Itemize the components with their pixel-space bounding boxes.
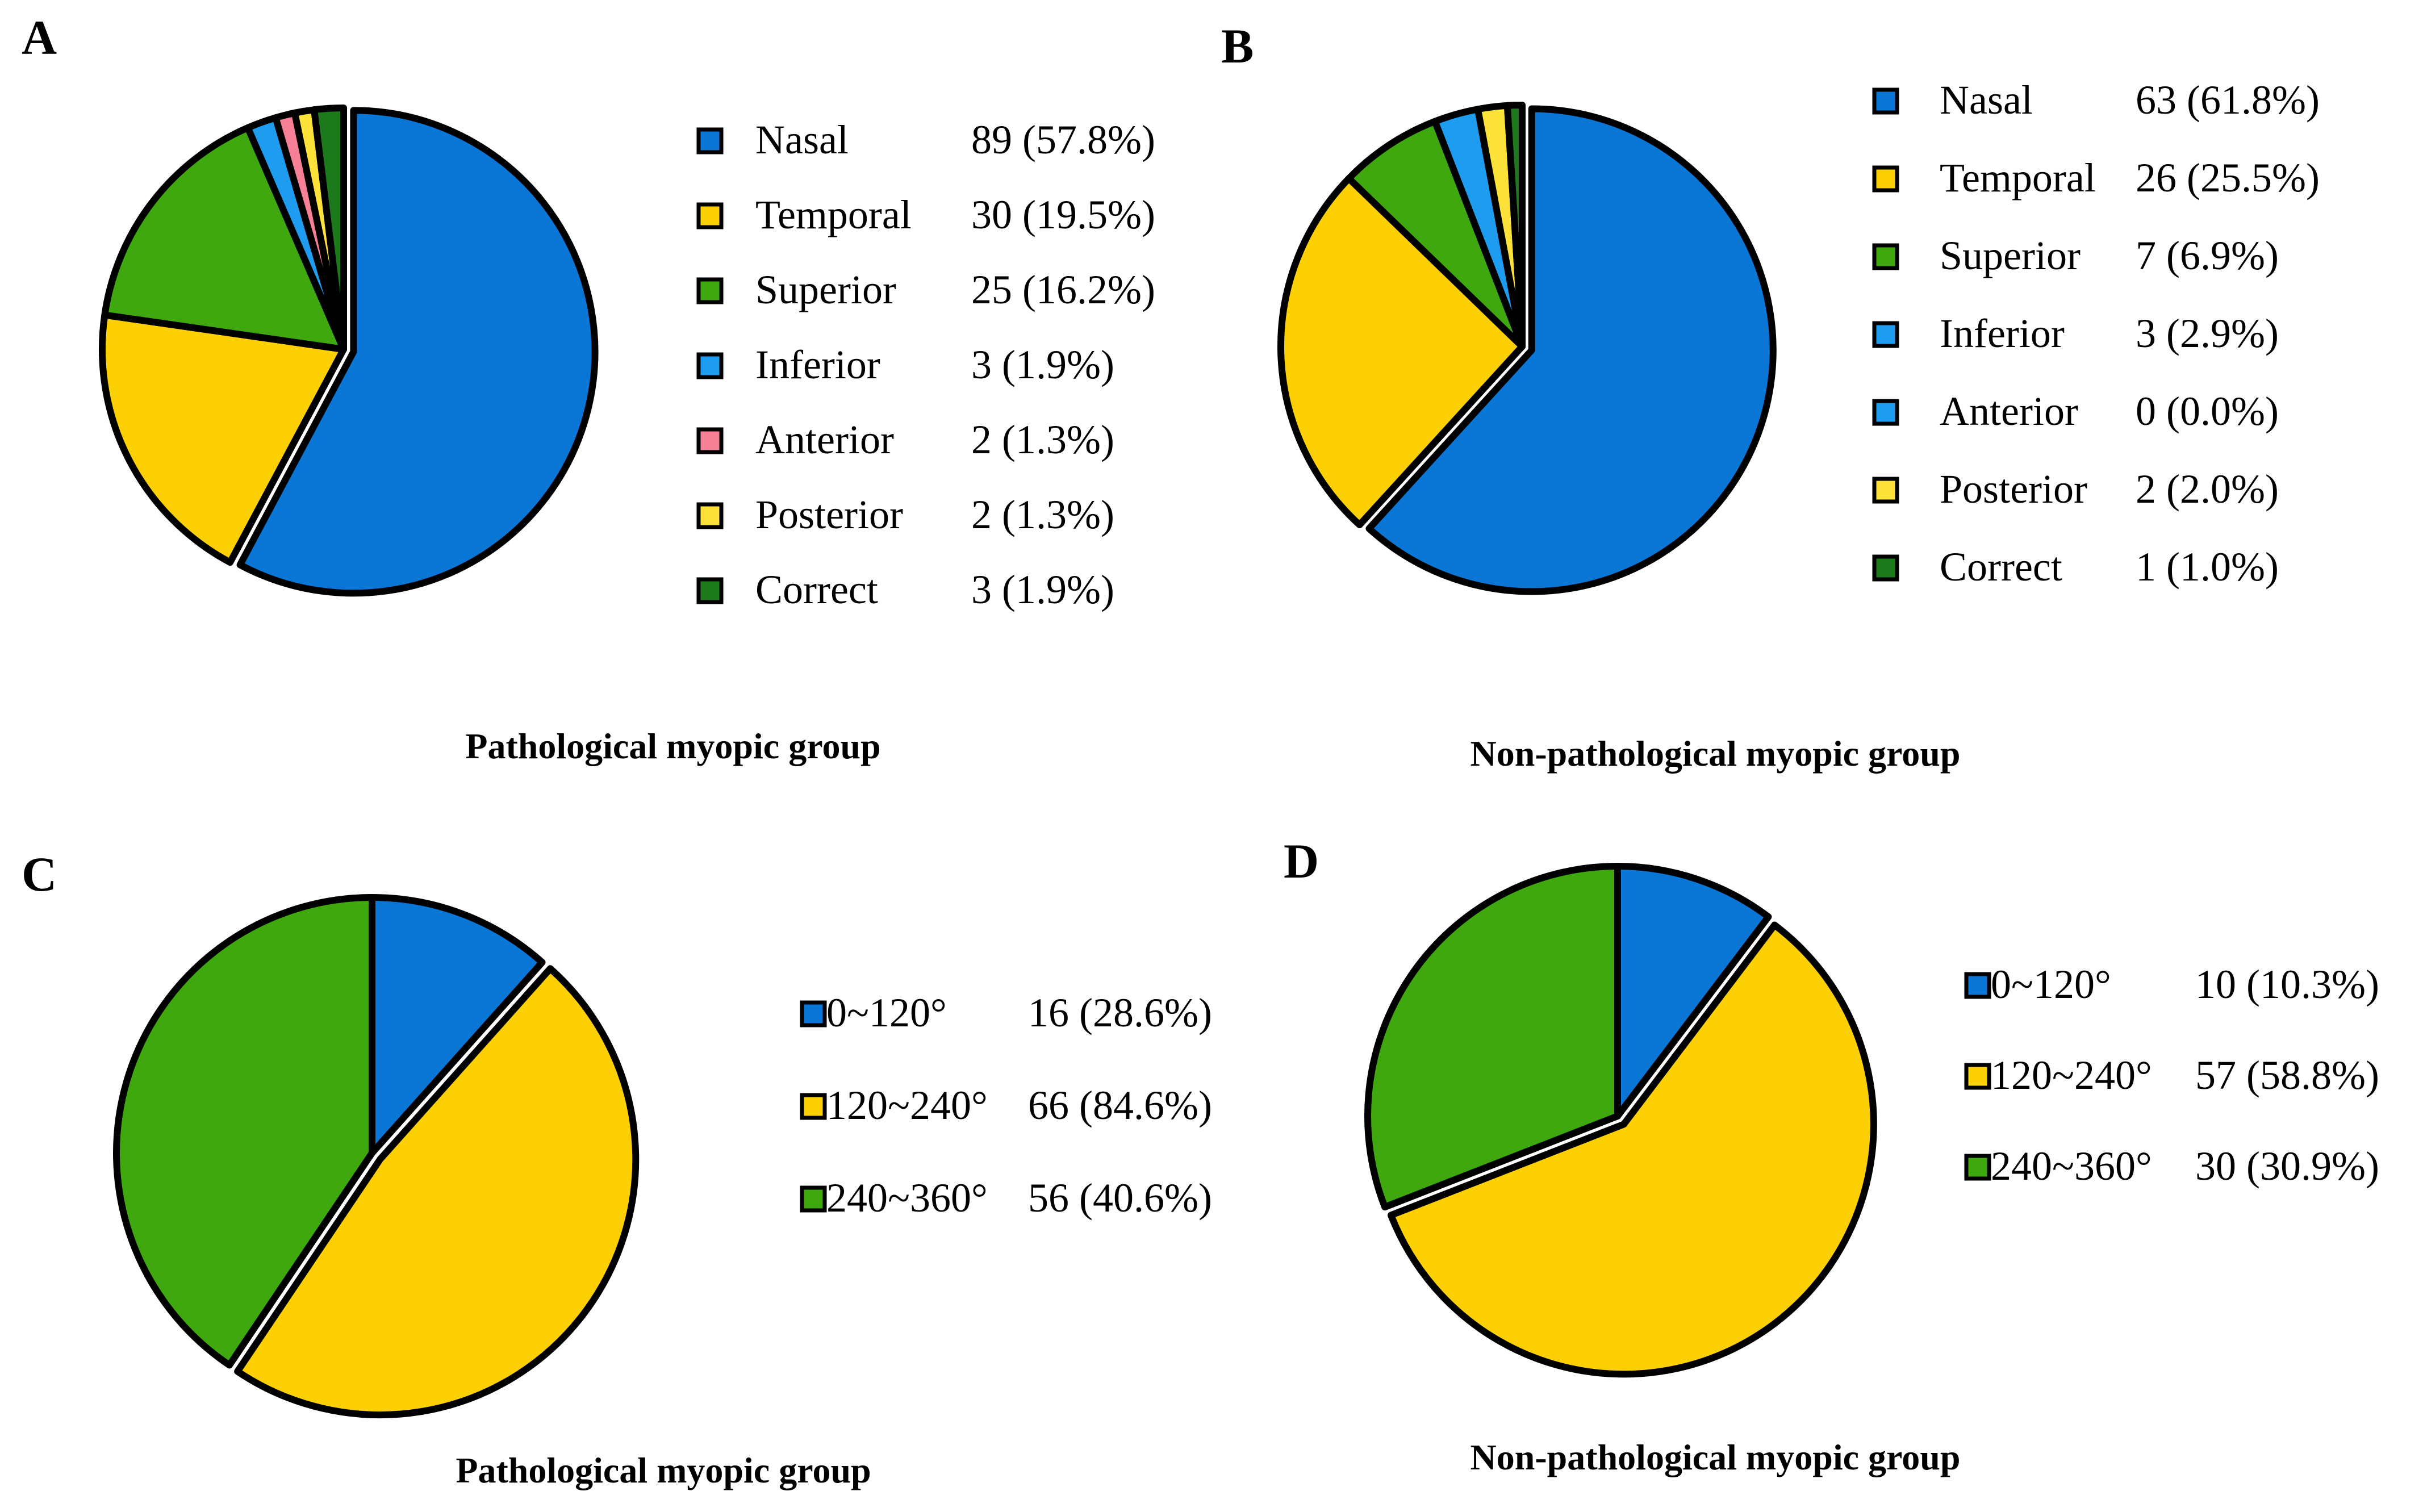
legend-swatch-240-360: [1964, 1154, 1991, 1181]
legend-label-inferior: Inferior: [755, 342, 880, 387]
legend-value-posterior: 2 (1.3%): [971, 492, 1114, 537]
legend-value-0-120: 16 (28.6%): [1028, 990, 1212, 1035]
legend-label-120-240: 120~240°: [1991, 1052, 2152, 1098]
legend-swatch-inferior: [696, 352, 724, 379]
legend-label-nasal: Nasal: [1940, 77, 2033, 123]
legend-value-temporal: 26 (25.5%): [2136, 155, 2320, 201]
legend-swatch-temporal: [1872, 165, 1899, 193]
legend-value-anterior: 2 (1.3%): [971, 417, 1114, 462]
legend-label-superior: Superior: [755, 267, 896, 312]
legend-label-nasal: Nasal: [755, 117, 849, 162]
legend-value-120-240: 57 (58.8%): [2195, 1052, 2379, 1098]
legend-value-nasal: 63 (61.8%): [2136, 77, 2320, 123]
legend-swatch-nasal: [1872, 87, 1899, 115]
legend-swatch-superior: [1872, 243, 1899, 270]
pie-slice-120-240: [1388, 921, 1877, 1378]
panel-a: A Nasal 89 (57.8%) Temporal 30 (19.5%) Superi…: [22, 10, 1155, 766]
pie-slice-temporal: [1277, 175, 1526, 529]
legend-value-posterior: 2 (2.0%): [2136, 466, 2279, 512]
pie-slice-correct: [1503, 102, 1526, 350]
legend-swatch-120-240: [800, 1093, 827, 1120]
legend-swatch-0-120: [800, 1000, 827, 1028]
legend-value-240-360: 56 (40.6%): [1028, 1175, 1212, 1221]
legend: 0~120° 16 (28.6%) 120~240° 66 (84.6%) 240~36…: [800, 990, 1212, 1221]
legend-swatch-posterior: [696, 502, 724, 529]
panel-b: B Nasal 63 (61.8%) Temporal 26 (25.5%) Superi…: [1221, 19, 2320, 774]
legend-label-correct: Correct: [755, 567, 878, 612]
legend-label-temporal: Temporal: [755, 192, 912, 237]
legend-label-correct: Correct: [1940, 544, 2062, 590]
legend-value-nasal: 89 (57.8%): [971, 117, 1155, 162]
legend-value-superior: 7 (6.9%): [2136, 233, 2279, 278]
legend: 0~120° 10 (10.3%) 120~240° 57 (58.8%) 240~36…: [1964, 962, 2379, 1189]
panel-letter: B: [1221, 19, 1254, 73]
legend-swatch-120-240: [1964, 1063, 1991, 1090]
legend-value-inferior: 3 (2.9%): [2136, 311, 2279, 356]
legend-label-anterior: Anterior: [1940, 389, 2078, 434]
legend-label-inferior: Inferior: [1940, 311, 2065, 356]
chart-caption: Pathological myopic group: [456, 1450, 871, 1490]
panel-c: C 0~120° 16 (28.6%) 120~240° 66 (84.6%) 240~3…: [22, 847, 1212, 1490]
pie-slice-240-360: [112, 894, 375, 1369]
legend-label-posterior: Posterior: [1940, 466, 2087, 512]
legend-value-correct: 1 (1.0%): [2136, 544, 2279, 590]
pie-slice-240-360: [1364, 863, 1621, 1211]
legend-value-0-120: 10 (10.3%): [2195, 962, 2379, 1007]
chart-caption: Non-pathological myopic group: [1470, 1437, 1961, 1477]
legend-swatch-nasal: [696, 127, 724, 154]
panel-letter: C: [22, 847, 57, 901]
legend-label-0-120: 0~120°: [826, 990, 947, 1035]
legend-value-temporal: 30 (19.5%): [971, 192, 1155, 237]
panel-letter: D: [1284, 834, 1319, 888]
legend: Nasal 63 (61.8%) Temporal 26 (25.5%) Superio…: [1872, 77, 2320, 590]
chart-caption: Non-pathological myopic group: [1470, 733, 1961, 774]
pie-slice-0-120: [1614, 863, 1772, 1120]
legend-swatch-inferior: [1872, 321, 1899, 348]
panel-d: D 0~120° 10 (10.3%) 120~240° 57 (58.8%) 240~3…: [1284, 834, 2379, 1477]
legend-swatch-anterior: [696, 427, 724, 454]
pie-slice-superior: [101, 124, 347, 353]
legend-value-superior: 25 (16.2%): [971, 267, 1155, 312]
legend-value-120-240: 66 (84.6%): [1028, 1083, 1212, 1128]
pie-slice-superior: [1345, 118, 1526, 350]
legend-value-inferior: 3 (1.9%): [971, 342, 1114, 387]
legend-swatch-correct: [696, 577, 724, 604]
legend-label-120-240: 120~240°: [826, 1083, 988, 1128]
legend-label-0-120: 0~120°: [1991, 962, 2111, 1007]
pie-slice-120-240: [234, 965, 640, 1419]
panel-letter: A: [22, 10, 57, 65]
legend-swatch-anterior: [1872, 399, 1899, 426]
legend-value-correct: 3 (1.9%): [971, 567, 1114, 612]
pie-slice-nasal: [236, 107, 599, 597]
legend-label-anterior: Anterior: [755, 417, 894, 462]
legend-label-superior: Superior: [1940, 233, 2081, 278]
legend-label-temporal: Temporal: [1940, 155, 2096, 201]
legend-value-anterior: 0 (0.0%): [2136, 389, 2279, 434]
legend-swatch-posterior: [1872, 477, 1899, 504]
chart-caption: Pathological myopic group: [465, 726, 880, 766]
legend-swatch-temporal: [696, 202, 724, 229]
legend-label-posterior: Posterior: [755, 492, 903, 537]
legend-swatch-240-360: [800, 1185, 827, 1213]
pie-slice-0-120: [369, 894, 546, 1156]
legend-value-240-360: 30 (30.9%): [2195, 1143, 2379, 1189]
legend-swatch-correct: [1872, 554, 1899, 582]
pie-slice-correct: [311, 105, 347, 353]
legend-swatch-0-120: [1964, 972, 1991, 999]
legend: Nasal 89 (57.8%) Temporal 30 (19.5%) Superio…: [696, 117, 1155, 612]
pie-slice-nasal: [1365, 105, 1777, 595]
legend-label-240-360: 240~360°: [826, 1175, 988, 1221]
legend-label-240-360: 240~360°: [1991, 1143, 2152, 1189]
pie-slice-temporal: [99, 311, 347, 566]
legend-swatch-superior: [696, 277, 724, 304]
